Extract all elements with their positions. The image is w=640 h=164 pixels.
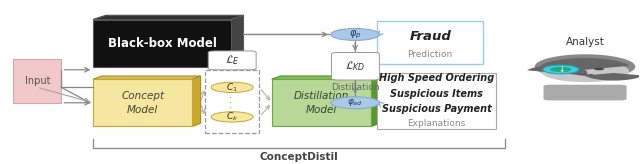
- Text: $C_k$: $C_k$: [226, 111, 238, 123]
- Polygon shape: [192, 76, 200, 126]
- Wedge shape: [584, 73, 640, 81]
- Text: ConceptDistil: ConceptDistil: [260, 152, 339, 162]
- Text: $\downarrow$: $\downarrow$: [557, 64, 565, 74]
- Circle shape: [211, 112, 253, 122]
- Text: Distillation
Model: Distillation Model: [294, 91, 349, 115]
- Text: $\varphi_{ad}$: $\varphi_{ad}$: [347, 97, 363, 108]
- Text: $\varphi_p$: $\varphi_p$: [349, 28, 362, 41]
- FancyBboxPatch shape: [378, 21, 483, 63]
- Wedge shape: [527, 65, 588, 76]
- Circle shape: [543, 65, 579, 74]
- FancyBboxPatch shape: [208, 51, 256, 70]
- Wedge shape: [540, 58, 630, 70]
- Circle shape: [535, 54, 636, 79]
- Circle shape: [541, 61, 629, 82]
- FancyBboxPatch shape: [272, 79, 371, 126]
- Text: $\mathcal{L}_{KD}$: $\mathcal{L}_{KD}$: [345, 59, 365, 73]
- Polygon shape: [230, 15, 243, 67]
- Text: Prediction: Prediction: [408, 50, 452, 59]
- Circle shape: [594, 68, 604, 70]
- Text: $\mathcal{L}_E$: $\mathcal{L}_E$: [225, 53, 239, 67]
- FancyBboxPatch shape: [332, 52, 380, 80]
- Text: Distillation: Distillation: [331, 83, 380, 92]
- FancyBboxPatch shape: [93, 79, 192, 126]
- Text: Analyst: Analyst: [566, 37, 604, 47]
- FancyBboxPatch shape: [205, 70, 259, 133]
- Text: Concept
Model: Concept Model: [121, 91, 164, 115]
- Circle shape: [566, 68, 576, 70]
- Text: Black-box Model: Black-box Model: [108, 37, 216, 50]
- Text: · · ·: · · ·: [228, 95, 237, 108]
- Text: High Speed Ordering
Suspicious Items
Suspicious Payment: High Speed Ordering Suspicious Items Sus…: [379, 73, 494, 114]
- Text: Input: Input: [25, 76, 50, 86]
- Circle shape: [331, 29, 380, 40]
- Text: Fraud: Fraud: [409, 30, 451, 43]
- Text: $C_1$: $C_1$: [227, 81, 238, 94]
- Polygon shape: [371, 76, 380, 126]
- FancyBboxPatch shape: [13, 59, 61, 103]
- Polygon shape: [93, 76, 200, 79]
- FancyBboxPatch shape: [93, 20, 230, 67]
- FancyBboxPatch shape: [378, 73, 495, 129]
- Text: Explanations: Explanations: [408, 119, 466, 128]
- Polygon shape: [93, 15, 243, 20]
- Circle shape: [211, 82, 253, 92]
- Circle shape: [331, 97, 380, 109]
- FancyBboxPatch shape: [543, 85, 627, 100]
- Circle shape: [550, 67, 572, 72]
- Polygon shape: [272, 76, 380, 79]
